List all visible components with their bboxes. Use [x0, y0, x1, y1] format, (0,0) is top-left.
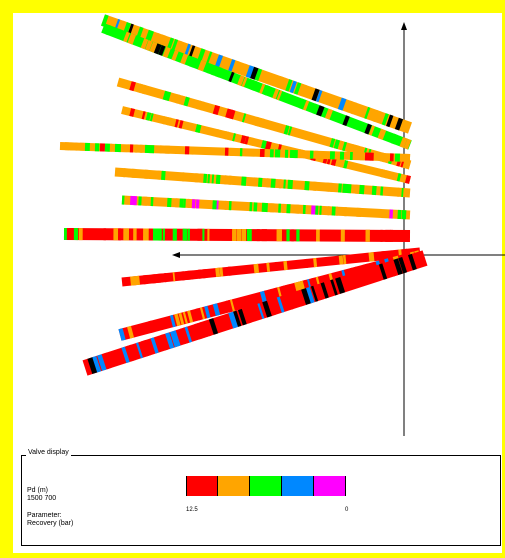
legend-box: [21, 455, 501, 546]
well-lines-layer: [59, 14, 428, 376]
well-line-2: [116, 77, 412, 170]
scale-tick-right: 0: [345, 507, 349, 513]
well-line-4: [59, 142, 411, 162]
scale-swatch-2: [250, 476, 282, 496]
scale-tick-left: 12.5: [186, 507, 198, 513]
vertical-axis-arrow: [401, 22, 407, 30]
well-line-10: [82, 250, 428, 376]
well-line-5: [114, 167, 411, 198]
scale-swatch-1: [218, 476, 250, 496]
color-scale: [186, 476, 346, 496]
parameter-label: Parameter:: [27, 512, 62, 519]
pd-label: Pd (m): [27, 487, 48, 494]
scale-swatch-4: [314, 476, 346, 496]
legend-title: Valve display: [26, 449, 71, 456]
scale-swatch-3: [282, 476, 314, 496]
horizontal-axis-arrow: [172, 252, 180, 258]
well-line-1: [101, 23, 412, 150]
well-line-8: [121, 247, 421, 287]
well-line-0: [101, 14, 412, 134]
well-line-7: [63, 228, 411, 242]
parameter-value: Recovery (bar): [27, 520, 74, 527]
left-yellow-strip: [0, 0, 13, 558]
scale-swatch-0: [186, 476, 218, 496]
pd-value: 1500 700: [27, 495, 57, 502]
well-line-6: [121, 195, 411, 220]
